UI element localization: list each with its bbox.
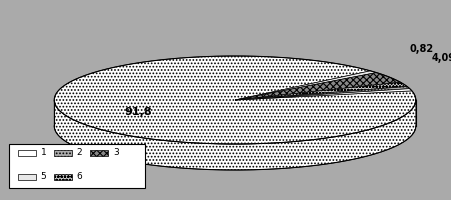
Text: 4,09: 4,09 <box>431 53 451 63</box>
Bar <box>54 150 72 156</box>
Polygon shape <box>235 86 409 100</box>
Bar <box>18 150 36 156</box>
Text: 6: 6 <box>77 172 83 181</box>
Bar <box>54 174 72 180</box>
Polygon shape <box>235 82 406 100</box>
Text: 0,82: 0,82 <box>409 44 433 54</box>
Bar <box>90 150 108 156</box>
Text: 1: 1 <box>41 148 46 157</box>
Polygon shape <box>54 56 415 144</box>
Bar <box>18 174 36 180</box>
Polygon shape <box>235 89 411 100</box>
Text: 3: 3 <box>113 148 119 157</box>
Polygon shape <box>235 71 376 100</box>
Text: 91,8: 91,8 <box>124 107 152 117</box>
Bar <box>9 144 144 188</box>
Text: 2: 2 <box>77 148 82 157</box>
Text: 5: 5 <box>41 172 46 181</box>
Text: 1,65: 1,65 <box>450 64 451 74</box>
Polygon shape <box>235 73 400 100</box>
Polygon shape <box>54 100 415 170</box>
